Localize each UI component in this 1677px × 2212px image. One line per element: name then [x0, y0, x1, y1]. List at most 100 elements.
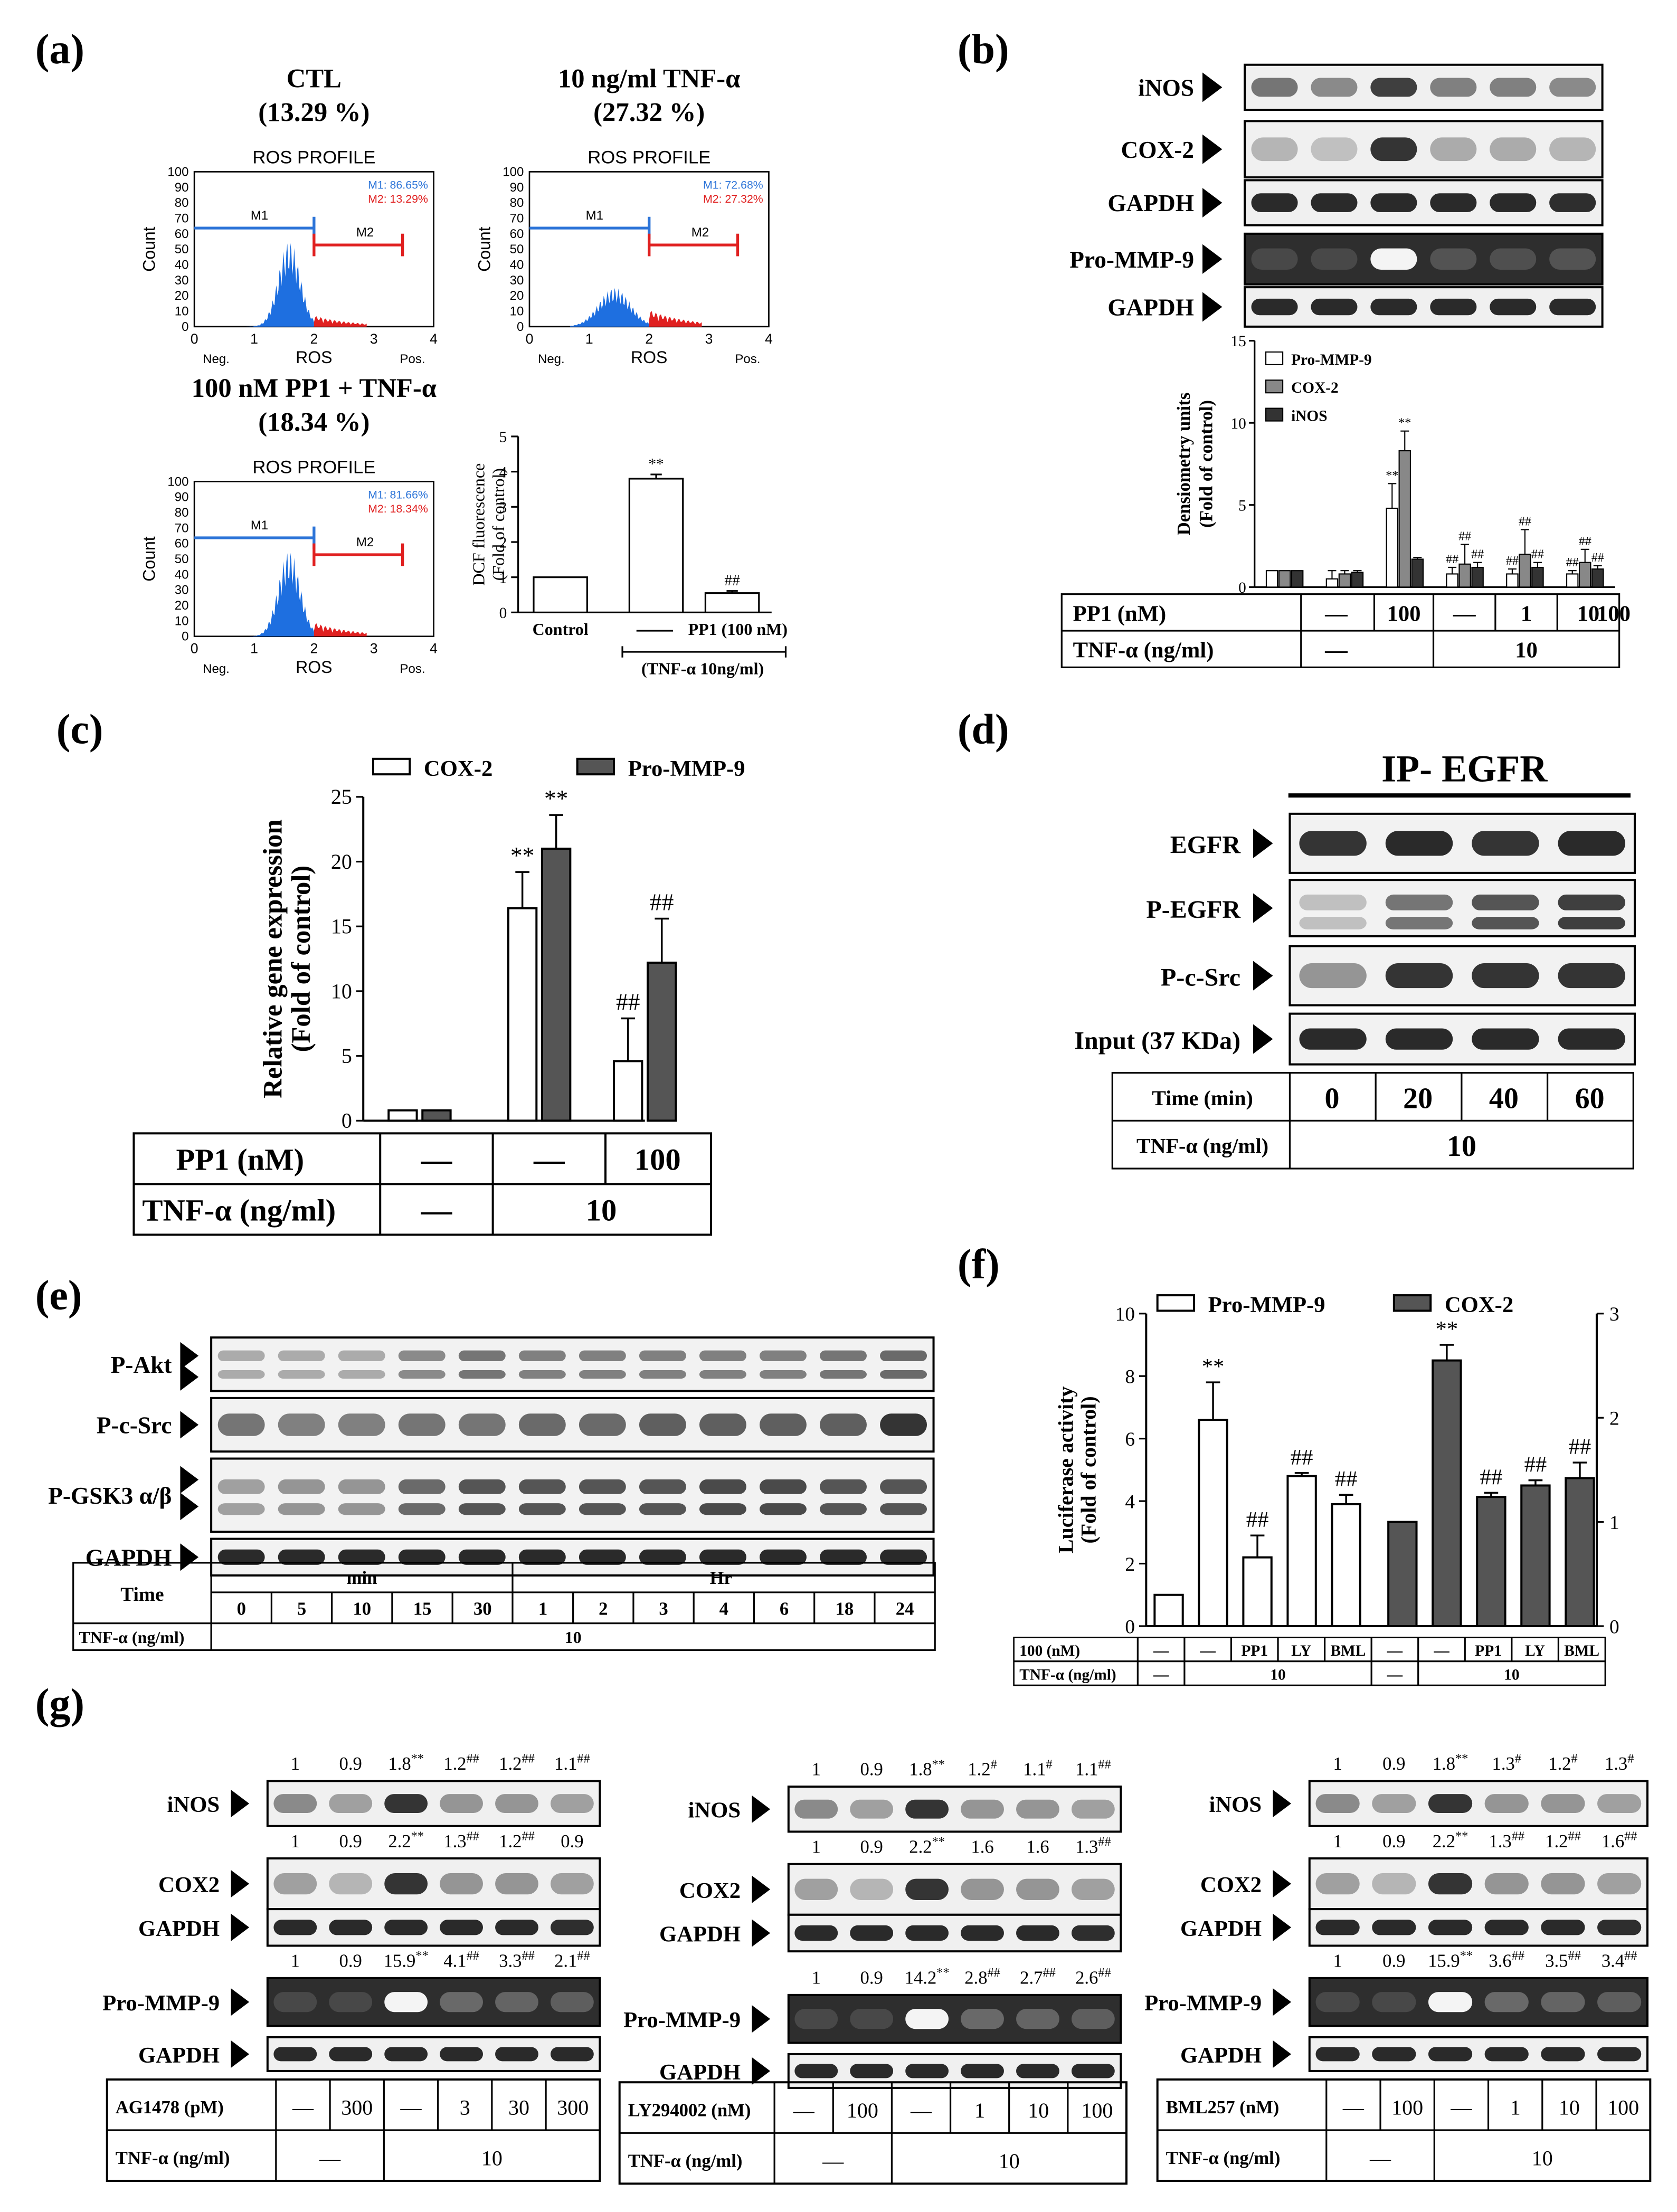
table-row-label: 100 (nM): [1019, 1643, 1080, 1659]
blot-band: [579, 1370, 626, 1379]
value-number: 1.6: [971, 1837, 993, 1857]
blot-band: [1311, 248, 1358, 270]
bar-COX-2: [613, 1060, 643, 1122]
table-row-label: TNF-α (ng/ml): [116, 2148, 230, 2168]
blot-value: 1: [291, 1754, 300, 1774]
arrow-icon: [1202, 188, 1223, 218]
blot-band: [1372, 1873, 1416, 1895]
value-significance: #: [1571, 1752, 1578, 1766]
blot-band: [1558, 1028, 1625, 1050]
blot-frame: [1244, 232, 1604, 286]
table-header: min: [347, 1568, 377, 1588]
blot-value: 1: [1333, 1951, 1342, 1971]
table-row-label: PP1 (nM): [176, 1143, 304, 1177]
value-number: 1.8: [1433, 1754, 1455, 1774]
blot-band: [1558, 894, 1625, 910]
blot-band: [880, 1350, 927, 1361]
blot-frame: [1244, 120, 1604, 179]
value-number: 1.2: [499, 1831, 522, 1852]
blot-band: [458, 1413, 506, 1436]
neg-label: Neg.: [203, 662, 230, 676]
significance: **: [1436, 1317, 1458, 1342]
blot-band: [338, 1413, 385, 1436]
bar-COX-2: [1458, 563, 1471, 588]
blot-strip: [210, 1457, 935, 1533]
m2-readout: M2: 27.32%: [703, 193, 763, 205]
histogram-profile-title: ROS PROFILE: [252, 147, 375, 167]
blot-frame: [266, 1857, 601, 1911]
blot-band: [1541, 1920, 1585, 1935]
blot-band: [217, 1370, 265, 1379]
value-number: 15.9: [1428, 1951, 1460, 1971]
blot-strip: [1244, 63, 1604, 111]
value-significance: ##: [1512, 1829, 1524, 1843]
blot-value: 2.7##: [1020, 1966, 1056, 1988]
blot-band: [961, 1799, 1004, 1819]
significance: ##: [724, 572, 740, 589]
m1-readout: M1: 72.68%: [703, 178, 763, 191]
blot-band: [1299, 1028, 1367, 1050]
blot-band: [1385, 831, 1453, 856]
blot-band: [1385, 916, 1453, 929]
blot-band: [699, 1350, 746, 1361]
panel-letter: (d): [958, 706, 1009, 753]
bar-Pro-MMP-9: [1198, 1419, 1228, 1627]
blot-band: [329, 1992, 373, 2012]
bar-Pro-MMP-9: [421, 1109, 452, 1122]
blot-band: [1311, 298, 1358, 316]
arrow-icon: [752, 1875, 771, 1903]
value-number: 0.9: [860, 1968, 883, 1988]
blot-band: [495, 1920, 538, 1935]
blot-band: [759, 1503, 807, 1515]
blot-label: GAPDH: [86, 1544, 172, 1571]
blot-band: [384, 1920, 428, 1935]
legend-label: Pro-MMP-9: [1291, 352, 1372, 368]
blot-label: Pro-MMP-9: [1144, 1991, 1262, 2016]
blot-band: [1311, 193, 1358, 213]
table-row-label: TNF-α (ng/ml): [1019, 1666, 1116, 1683]
bar-Pro-MMP-9: [1566, 573, 1579, 588]
value-number: 1.2: [968, 1760, 990, 1780]
value-number: 3.4: [1602, 1951, 1624, 1971]
blot-band: [1597, 1920, 1642, 1935]
blot-band: [639, 1370, 686, 1379]
blot-band: [440, 1992, 483, 2012]
blot-strip: [1288, 812, 1636, 874]
blot-band: [1071, 2009, 1115, 2029]
y-tick: 1: [499, 569, 507, 586]
arrow-icon: [752, 2057, 771, 2085]
value-number: 1.3: [1492, 1754, 1514, 1774]
value-number: 0.9: [1382, 1831, 1405, 1852]
blot-band: [759, 1479, 807, 1494]
blot-band: [1311, 137, 1358, 162]
blot-band: [880, 1503, 927, 1515]
blot-value: 1.6: [971, 1837, 993, 1857]
blot-band: [820, 1479, 867, 1494]
blot-band: [759, 1370, 807, 1379]
blot-label: COX-2: [1121, 137, 1195, 163]
blot-label: Pro-MMP-9: [1069, 246, 1194, 273]
blot-label: GAPDH: [138, 2043, 220, 2068]
blot-frame: [787, 1863, 1122, 1916]
value-number: 14.2: [905, 1968, 937, 1988]
table-cell: 1: [974, 2099, 985, 2122]
blot-band: [1549, 78, 1596, 97]
table-cell: —: [1153, 1666, 1169, 1683]
value-significance: ##: [1043, 1966, 1055, 1980]
value-number: 3.6: [1489, 1951, 1511, 1971]
pos-label: Pos.: [735, 352, 760, 366]
neg-label: Neg.: [538, 352, 565, 366]
table-cell: —: [1433, 1643, 1449, 1659]
y-tick: 30: [175, 273, 189, 288]
blot-value: 1.3##: [443, 1829, 479, 1851]
table-cell: 10: [481, 2147, 503, 2170]
table-cell: —: [1153, 1643, 1169, 1659]
blot-band: [794, 2009, 838, 2029]
table-cell: 10: [1559, 2096, 1580, 2120]
blot-band: [458, 1479, 506, 1494]
value-number: 1.2: [1545, 1831, 1568, 1852]
blot-label: P-GSK3 α/β: [48, 1483, 172, 1509]
blot-band: [961, 2009, 1004, 2029]
blot-frame: [787, 1993, 1122, 2044]
